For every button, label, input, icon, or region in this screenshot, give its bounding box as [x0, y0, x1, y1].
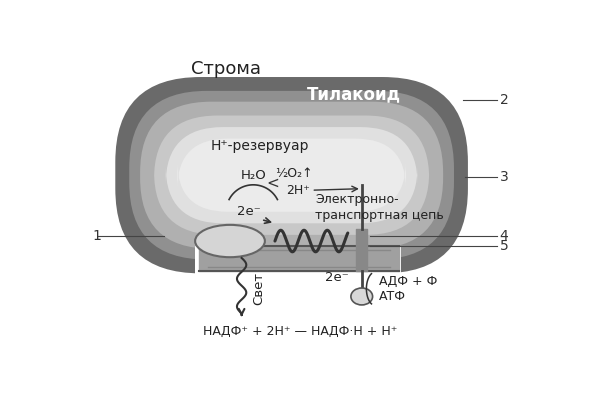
Text: <: < [266, 176, 279, 191]
Text: 4: 4 [500, 229, 508, 244]
Text: Тилакоид: Тилакоид [307, 85, 401, 103]
Text: Электронно-
транспортная цепь: Электронно- транспортная цепь [315, 193, 444, 222]
Text: 1: 1 [92, 229, 101, 244]
FancyBboxPatch shape [140, 101, 443, 249]
Ellipse shape [195, 225, 265, 257]
FancyBboxPatch shape [129, 91, 454, 259]
Text: 2: 2 [500, 93, 508, 107]
Text: 2Н⁺: 2Н⁺ [286, 184, 310, 197]
Text: АДФ + Ф: АДФ + Ф [379, 275, 437, 288]
Text: 5: 5 [500, 240, 508, 254]
FancyBboxPatch shape [195, 246, 401, 293]
Text: Строма: Строма [191, 60, 261, 78]
Text: 2е⁻: 2е⁻ [238, 205, 261, 218]
Text: АТФ: АТФ [379, 290, 406, 303]
Text: Н₂О: Н₂О [241, 169, 266, 182]
FancyBboxPatch shape [154, 115, 429, 235]
Text: 2е⁻: 2е⁻ [325, 271, 349, 284]
Text: 3: 3 [500, 170, 508, 184]
FancyBboxPatch shape [166, 127, 418, 223]
Text: Н⁺-резервуар: Н⁺-резервуар [211, 139, 309, 153]
Text: Свет: Свет [253, 272, 265, 305]
Text: ½О₂↑: ½О₂↑ [275, 167, 313, 180]
Text: НАДФ⁺ + 2Н⁺ — НАДФ·Н + Н⁺: НАДФ⁺ + 2Н⁺ — НАДФ·Н + Н⁺ [203, 325, 397, 338]
FancyBboxPatch shape [115, 77, 468, 273]
FancyBboxPatch shape [178, 139, 406, 212]
Ellipse shape [351, 288, 373, 305]
